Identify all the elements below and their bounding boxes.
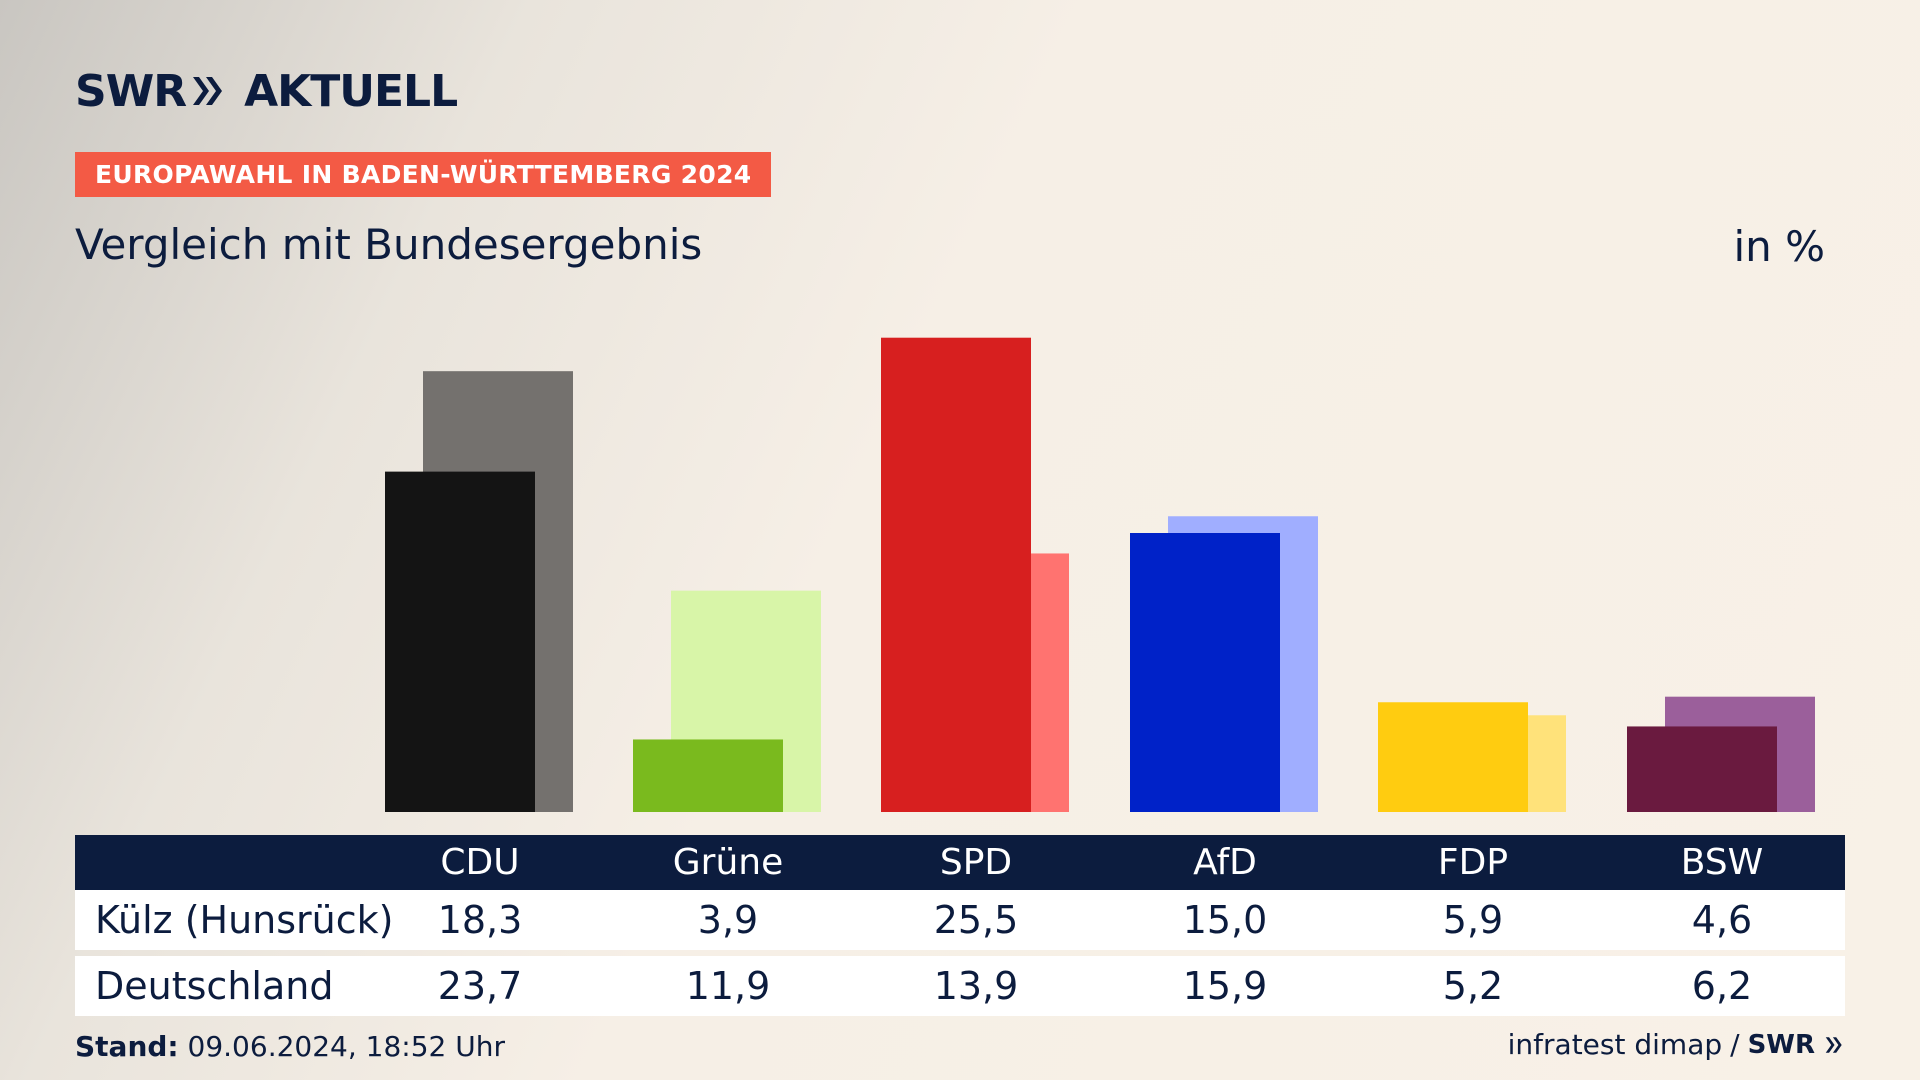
table-row: Deutschland 23,7 11,9 13,9 15,9 5,2 6,2	[75, 956, 1845, 1016]
column-header: Grüne	[672, 842, 784, 883]
logo-swr: SWR	[75, 65, 187, 117]
table-header-row: CDU Grüne SPD AfD FDP BSW	[75, 835, 1845, 890]
bar-deutschland-bsw	[1665, 696, 1815, 812]
bar-deutschland-spd	[919, 553, 1069, 812]
bar-deutschland-fdp	[1416, 715, 1566, 812]
table-cell: 15,0	[1182, 898, 1268, 942]
bar-kulz-cdu	[385, 471, 535, 812]
bar-kulz-fdp	[1378, 702, 1528, 812]
bar-kulz-grüne	[633, 739, 783, 812]
swr-small-logo: SWR	[1747, 1029, 1815, 1060]
table-cell: 13,9	[933, 964, 1019, 1008]
source-name: infratest dimap	[1507, 1028, 1723, 1061]
row-label: Deutschland	[95, 964, 334, 1008]
table-cell: 18,3	[437, 898, 523, 942]
results-table: CDU Grüne SPD AfD FDP BSW Külz (Hunsrück) 18,…	[75, 835, 1845, 1016]
table-cell: 15,9	[1182, 964, 1268, 1008]
column-header: CDU	[440, 842, 520, 883]
stand-value: 09.06.2024, 18:52 Uhr	[187, 1030, 505, 1063]
column-header: BSW	[1680, 842, 1764, 883]
table-cell: 5,2	[1442, 964, 1504, 1008]
unit-label: in %	[1733, 222, 1825, 271]
column-header: AfD	[1193, 842, 1257, 883]
bar-kulz-bsw	[1627, 726, 1777, 812]
table-cell: 11,9	[685, 964, 771, 1008]
bar-deutschland-cdu	[423, 371, 573, 812]
swr-small-chevrons-icon	[1825, 1036, 1842, 1053]
bar-kulz-afd	[1130, 533, 1280, 812]
source-credit: infratest dimap / SWR	[1508, 1028, 1845, 1061]
swr-aktuell-logo: SWR AKTUELL	[75, 65, 458, 117]
bar-kulz-spd	[881, 337, 1031, 812]
logo-chevrons-icon	[193, 77, 223, 105]
table-cell: 3,9	[697, 898, 759, 942]
page-title: Vergleich mit Bundesergebnis	[75, 220, 703, 269]
table-row: Külz (Hunsrück) 18,3 3,9 25,5 15,0 5,9 4,6	[75, 890, 1845, 950]
column-header: FDP	[1437, 842, 1509, 883]
bar-deutschland-grüne	[671, 590, 821, 812]
table-cell: 25,5	[933, 898, 1019, 942]
table-cell: 23,7	[437, 964, 523, 1008]
source-separator: /	[1730, 1028, 1740, 1061]
table-cell: 6,2	[1691, 964, 1753, 1008]
stand-label: Stand:	[75, 1030, 179, 1063]
timestamp: Stand: 09.06.2024, 18:52 Uhr	[75, 1030, 505, 1063]
election-tag: EUROPAWAHL IN BADEN-WÜRTTEMBERG 2024	[75, 152, 772, 197]
table-cell: 4,6	[1691, 898, 1753, 942]
bar-deutschland-afd	[1168, 516, 1318, 812]
row-label: Külz (Hunsrück)	[95, 898, 394, 942]
column-header: SPD	[939, 842, 1013, 883]
table-cell: 5,9	[1442, 898, 1504, 942]
logo-aktuell: AKTUELL	[244, 65, 458, 117]
